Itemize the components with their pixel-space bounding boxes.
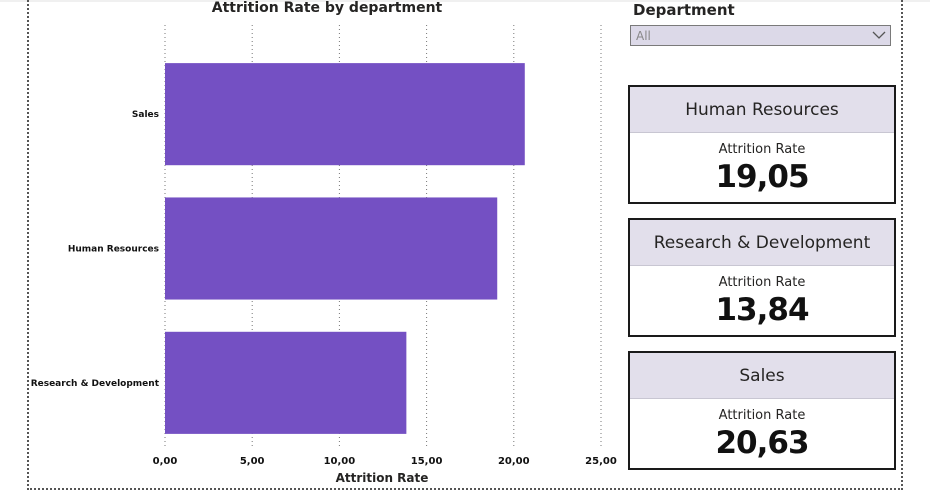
bar-sales[interactable] [165,63,525,166]
x-tick-label: 25,00 [585,456,617,467]
category-label: Research & Development [31,379,160,389]
chart-title: Attrition Rate by department [212,0,443,16]
top-strip [0,0,930,2]
card-value: 13,84 [715,292,809,328]
chart-bars [165,63,525,434]
chart-category-labels: Sales Human Resources Research & Developme… [31,110,160,389]
card-human-resources: Human Resources Attrition Rate 19,05 [628,85,896,204]
chevron-down-icon [872,31,886,39]
x-tick-label: 5,00 [240,456,265,467]
x-tick-label: 10,00 [324,456,356,467]
visual-border-bottom [27,488,903,490]
category-label: Human Resources [68,245,159,255]
bar-human-resources[interactable] [165,197,498,300]
department-slicer-title: Department [633,1,735,19]
department-slicer-dropdown[interactable]: All [630,25,891,46]
department-slicer-value: All [636,29,651,43]
category-label: Sales [132,110,159,120]
attrition-bar-chart: Attrition Rate by department Sales Human … [31,0,617,485]
card-research-development: Research & Development Attrition Rate 13… [628,218,896,337]
x-tick-label: 0,00 [153,456,178,467]
card-title: Human Resources [630,87,894,133]
card-value: 20,63 [715,425,809,461]
card-sales: Sales Attrition Rate 20,63 [628,351,896,470]
x-tick-label: 15,00 [411,456,443,467]
x-axis-title: Attrition Rate [336,471,429,485]
card-title: Sales [630,353,894,399]
bar-research-development[interactable] [165,331,407,434]
card-label: Attrition Rate [718,275,806,290]
card-value: 19,05 [715,159,809,195]
visual-border-right [901,0,903,490]
card-title: Research & Development [630,220,894,266]
card-label: Attrition Rate [718,142,806,157]
x-tick-label: 20,00 [498,456,530,467]
visual-border-left [27,0,29,490]
chart-tick-labels: 0,00 5,00 10,00 15,00 20,00 25,00 [153,456,617,467]
card-label: Attrition Rate [718,408,806,423]
